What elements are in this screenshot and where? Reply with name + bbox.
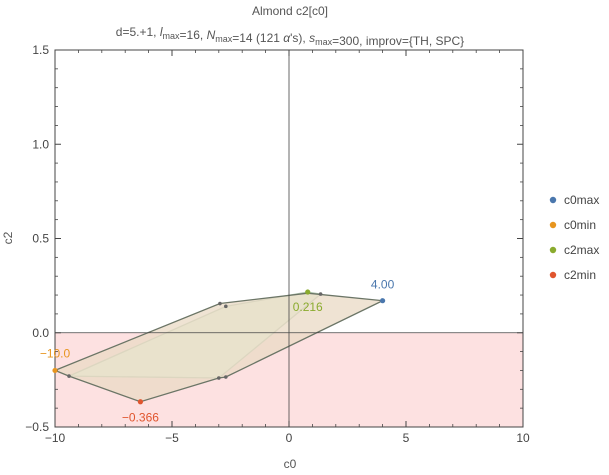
chart-subtitle: d=5.+1, lmax=16, Nmax=14 (121 α's), smax…: [116, 25, 464, 48]
legend-marker-c2max: [549, 246, 557, 254]
legend-label-c0max: c0max: [564, 193, 599, 207]
x-tick-label: −10: [45, 431, 66, 445]
y-tick-label: 1.5: [32, 43, 49, 57]
legend-label-c0min: c0min: [564, 218, 596, 232]
c2min-point: [137, 399, 144, 405]
x-axis-label: c0: [284, 457, 297, 471]
x-tick-label: 10: [516, 431, 530, 445]
c0min-data-label: −10.0: [40, 346, 71, 360]
legend-marker-c0min: [549, 221, 557, 229]
c2max-point: [305, 289, 311, 295]
legend-marker-c0max: [549, 196, 557, 204]
legend-label-c2max: c2max: [564, 243, 599, 257]
c0max-data-label: 4.00: [371, 278, 395, 292]
y-tick-label: −0.5: [25, 420, 49, 434]
vertex-point-5: [224, 304, 228, 309]
legend-label-c2min: c2min: [564, 268, 596, 282]
c0max-point: [380, 298, 386, 304]
y-tick-label: 0.5: [32, 232, 49, 246]
y-tick-label: 1.0: [32, 137, 49, 151]
chart-title: Almond c2[c0]: [252, 4, 328, 18]
legend-marker-c2min: [549, 271, 557, 279]
vertex-point-4: [318, 292, 323, 296]
vertex-point-1: [67, 374, 71, 378]
vertex-point-3: [224, 375, 228, 379]
y-tick-label: 0.0: [32, 326, 49, 340]
y-axis-label: c2: [1, 231, 15, 244]
vertex-point-0: [218, 301, 222, 306]
c0min-point: [52, 367, 58, 374]
x-tick-label: 0: [286, 431, 293, 445]
x-tick-label: 5: [403, 431, 410, 445]
x-tick-label: −5: [165, 431, 179, 445]
c2min-data-label: −0.366: [122, 411, 159, 425]
c2max-data-label: 0.216: [293, 300, 323, 314]
vertex-point-2: [217, 376, 221, 380]
